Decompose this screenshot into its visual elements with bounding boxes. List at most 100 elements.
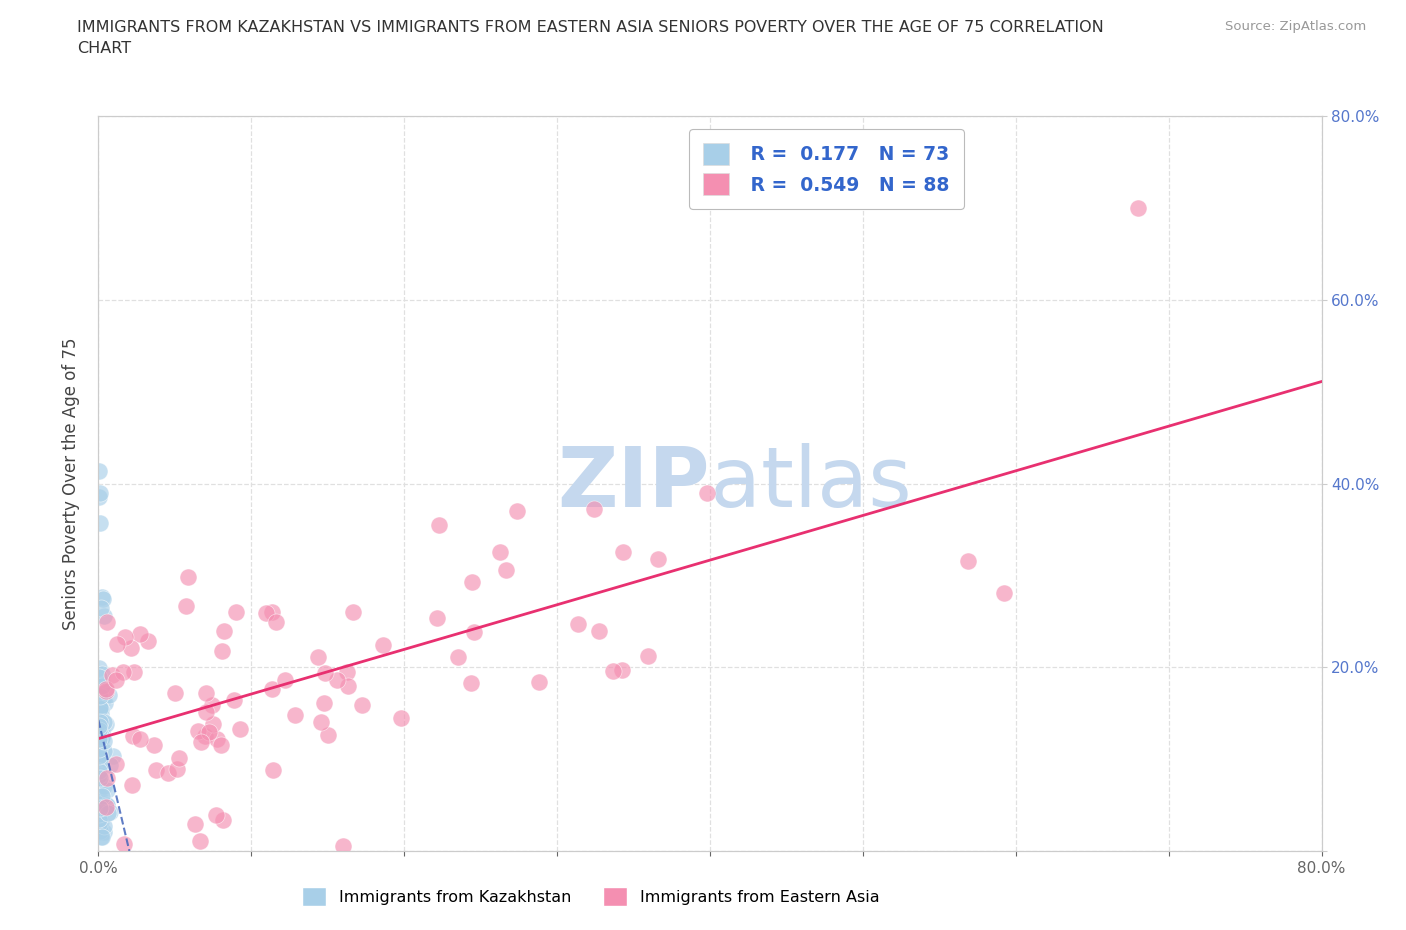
Point — [316, 727, 339, 742]
Point — [89, 707, 111, 722]
Point — [90, 814, 112, 829]
Point — [427, 517, 450, 532]
Point — [93, 714, 115, 729]
Point — [637, 648, 659, 663]
Point — [612, 544, 634, 559]
Point — [90, 601, 112, 616]
Point — [128, 732, 150, 747]
Point — [425, 611, 447, 626]
Point — [602, 664, 624, 679]
Point — [202, 716, 225, 731]
Point — [96, 615, 118, 630]
Point — [211, 644, 233, 658]
Point — [89, 486, 111, 501]
Text: CHART: CHART — [77, 41, 131, 56]
Point — [177, 569, 200, 584]
Point — [89, 731, 111, 746]
Point — [93, 825, 115, 840]
Point — [114, 630, 136, 644]
Point — [96, 798, 118, 813]
Point — [205, 808, 228, 823]
Point — [89, 815, 111, 830]
Point — [87, 796, 110, 811]
Point — [696, 485, 718, 500]
Point — [121, 728, 143, 743]
Point — [184, 817, 207, 831]
Point — [166, 762, 188, 777]
Point — [87, 778, 110, 793]
Point — [284, 708, 307, 723]
Point — [94, 800, 117, 815]
Point — [163, 685, 186, 700]
Point — [495, 563, 517, 578]
Point — [342, 604, 364, 619]
Point — [93, 678, 115, 693]
Point — [98, 758, 121, 773]
Point — [188, 833, 211, 848]
Point — [311, 715, 333, 730]
Point — [198, 724, 221, 739]
Point — [91, 789, 114, 804]
Text: atlas: atlas — [710, 443, 911, 525]
Point — [87, 711, 110, 725]
Point — [262, 604, 284, 619]
Point — [91, 678, 114, 693]
Point — [89, 723, 111, 737]
Point — [167, 751, 190, 765]
Point — [332, 839, 354, 854]
Point — [93, 778, 115, 793]
Point — [121, 777, 143, 792]
Point — [101, 668, 124, 683]
Point — [89, 824, 111, 839]
Point — [89, 692, 111, 707]
Point — [90, 701, 112, 716]
Point — [90, 706, 112, 721]
Point — [129, 627, 152, 642]
Point — [87, 711, 110, 726]
Point — [87, 702, 110, 717]
Point — [307, 649, 329, 664]
Point — [225, 604, 247, 619]
Point — [174, 599, 197, 614]
Point — [111, 664, 134, 679]
Point — [90, 724, 112, 739]
Point — [90, 590, 112, 604]
Point — [336, 678, 359, 693]
Point — [326, 672, 349, 687]
Point — [105, 637, 128, 652]
Point — [90, 731, 112, 746]
Point — [89, 701, 111, 716]
Point — [91, 730, 114, 745]
Point — [212, 813, 235, 828]
Point — [89, 722, 111, 737]
Point — [91, 801, 114, 816]
Point — [529, 674, 551, 689]
Point — [96, 799, 118, 814]
Point — [91, 693, 114, 708]
Point — [336, 665, 359, 680]
Point — [90, 830, 112, 844]
Point — [96, 782, 118, 797]
Point — [187, 724, 209, 738]
Point — [89, 714, 111, 729]
Point — [224, 693, 246, 708]
Point — [447, 649, 470, 664]
Point — [506, 503, 529, 518]
Point — [89, 515, 111, 530]
Point — [194, 704, 217, 719]
Point — [350, 698, 373, 712]
Point — [89, 689, 111, 704]
Point — [98, 804, 121, 819]
Point — [89, 801, 111, 816]
Point — [87, 751, 110, 765]
Point — [94, 696, 117, 711]
Point — [264, 615, 287, 630]
Point — [190, 735, 212, 750]
Point — [194, 728, 217, 743]
Point — [93, 819, 115, 834]
Point — [195, 685, 218, 700]
Point — [460, 676, 482, 691]
Point — [96, 771, 118, 786]
Point — [93, 733, 115, 748]
Point — [142, 737, 165, 752]
